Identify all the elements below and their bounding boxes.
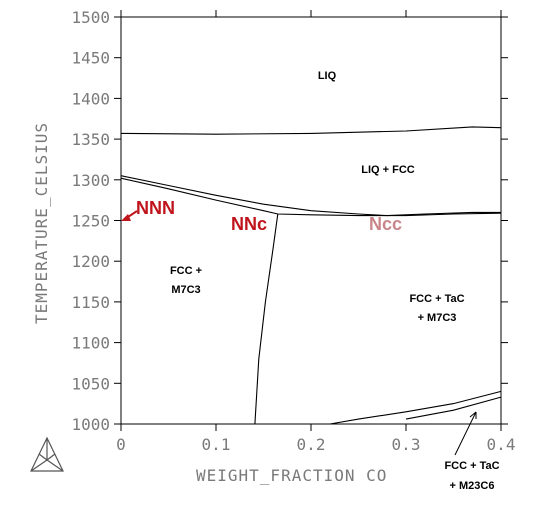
y-tick-label: 1300	[71, 171, 110, 190]
y-tick-label: 1100	[71, 334, 110, 353]
phase-boundary-3	[254, 213, 279, 425]
x-tick-label: 0	[116, 435, 126, 454]
label-liq-fcc: LIQ + FCC	[361, 164, 415, 176]
label-liq: LIQ	[318, 70, 337, 82]
y-axis: 1500 1450 1400 1350 1300 1250 1200 1150 1100 1050…	[71, 8, 508, 434]
marker-nnn: NNN	[136, 198, 175, 218]
label-fcc-tac-m23c6-line2: + M23C6	[450, 480, 495, 492]
y-tick-label: 1350	[71, 130, 110, 149]
label-fcc-tac-m23c6-line1: FCC + TaC	[444, 460, 499, 472]
marker-ncc: Ncc	[369, 214, 402, 234]
phase-boundaries	[120, 126, 502, 425]
plot-frame	[120, 16, 502, 425]
thermocalc-logo	[30, 436, 64, 472]
y-tick-label: 1500	[71, 8, 110, 27]
y-tick-label: 1150	[71, 293, 110, 312]
label-fcc-tac-m7c3-line1: FCC + TaC	[409, 293, 464, 305]
label-fcc-m7c3-line1: FCC +	[170, 265, 202, 277]
x-tick-label: 0.4	[487, 435, 516, 454]
x-axis: 0 0.1 0.2 0.3 0.4	[116, 10, 515, 454]
x-axis-title: WEIGHT_FRACTION CO	[196, 466, 387, 485]
y-tick-label: 1050	[71, 374, 110, 393]
y-tick-label: 1250	[71, 212, 110, 231]
y-tick-label: 1450	[71, 49, 110, 68]
x-tick-label: 0.3	[392, 435, 421, 454]
nnn-arrowhead	[121, 214, 131, 221]
y-tick-label: 1200	[71, 252, 110, 271]
phase-boundary-0	[120, 126, 502, 135]
x-tick-label: 0.1	[202, 435, 231, 454]
m23c6-pointer-arrow	[454, 411, 477, 456]
y-tick-label: 1000	[71, 415, 110, 434]
marker-nnc: NNc	[231, 214, 267, 234]
label-fcc-tac-m7c3-line2: + M7C3	[418, 312, 457, 324]
label-fcc-m7c3-line2: M7C3	[171, 284, 200, 296]
phase-boundary-4	[329, 390, 502, 425]
m23c6-pointer-arrowhead	[469, 411, 477, 419]
phase-boundary-5	[405, 396, 502, 420]
y-tick-label: 1400	[71, 89, 110, 108]
y-axis-title: TEMPERATURE_CELSIUS	[32, 122, 51, 324]
phase-boundary-2	[120, 177, 502, 217]
phase-boundary-1	[120, 175, 501, 217]
x-tick-label: 0.2	[297, 435, 326, 454]
